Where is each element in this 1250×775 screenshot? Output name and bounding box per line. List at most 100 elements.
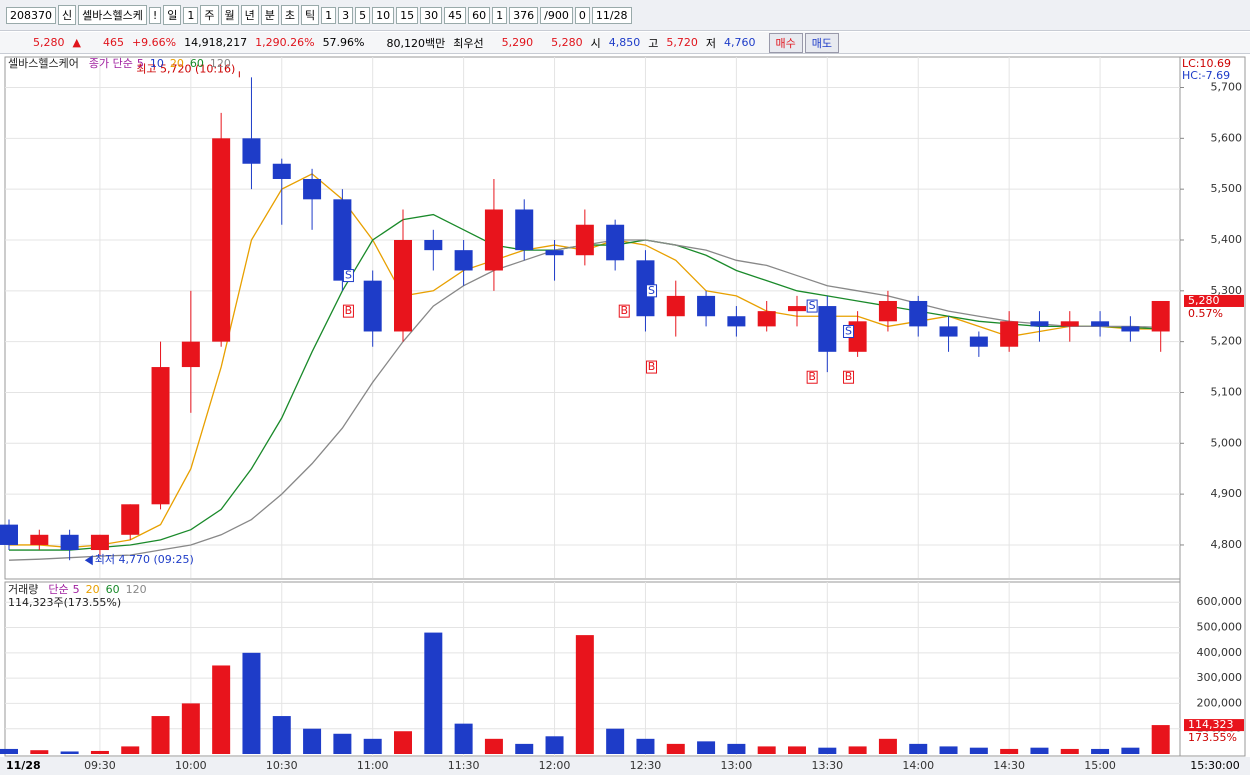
candle-body bbox=[939, 326, 958, 337]
signal-label: B bbox=[845, 370, 853, 383]
candle-body bbox=[788, 306, 806, 312]
signal-box bbox=[646, 360, 658, 374]
y-tick-label: 4,900 bbox=[1211, 487, 1243, 500]
toolbar-item[interactable]: 10 bbox=[372, 6, 395, 24]
legend-period: 120 bbox=[210, 57, 231, 70]
candle-body bbox=[666, 295, 685, 317]
toolbar-item[interactable]: /900 bbox=[540, 6, 573, 24]
toolbar-item[interactable]: 년 bbox=[240, 5, 259, 25]
toolbar-item[interactable]: 1 bbox=[321, 6, 337, 24]
x-tick-label: 12:30 bbox=[630, 759, 662, 772]
legend-period: 20 bbox=[170, 57, 184, 70]
candle-body bbox=[575, 224, 594, 256]
volume-bar bbox=[969, 747, 988, 754]
x-tick-label: 09:30 bbox=[84, 759, 116, 772]
toolbar-item[interactable]: 초 bbox=[280, 5, 300, 25]
last-price: 5,280 bbox=[1188, 294, 1220, 307]
toolbar-item[interactable]: 45 bbox=[444, 6, 467, 24]
toolbar-item[interactable]: 5 bbox=[355, 6, 371, 24]
toolbar-item[interactable]: 신 bbox=[58, 5, 77, 25]
candle-body bbox=[0, 524, 18, 545]
volume-bar bbox=[1030, 747, 1049, 754]
toolbar-item[interactable]: 분 bbox=[260, 5, 279, 25]
toolbar-item[interactable]: 11/28 bbox=[591, 6, 632, 24]
date-label: 11/28 bbox=[6, 759, 41, 772]
y-tick-label: 5,000 bbox=[1211, 436, 1243, 449]
volume-bar bbox=[303, 728, 322, 754]
toolbar-item[interactable]: 30 bbox=[420, 6, 443, 24]
high: 5,720 bbox=[666, 36, 698, 49]
toolbar-item[interactable]: 60 bbox=[468, 6, 491, 24]
toolbar-item[interactable]: 틱 bbox=[301, 5, 320, 25]
toolbar-item[interactable]: 3 bbox=[338, 6, 354, 24]
candle-body bbox=[181, 341, 200, 368]
volume: 14,918,217 bbox=[184, 36, 248, 49]
amount: 80,120백만 bbox=[386, 36, 446, 50]
sell-button[interactable]: 매도 bbox=[804, 32, 839, 53]
y-tick-label: 5,200 bbox=[1211, 335, 1243, 348]
low-label: 저 bbox=[705, 36, 716, 50]
open-label: 시 bbox=[590, 36, 601, 50]
chart-bg bbox=[0, 56, 1250, 775]
toolbar-item[interactable]: 1 bbox=[183, 6, 199, 24]
volume-bar bbox=[212, 665, 231, 754]
volume-pct: 1,290.26% bbox=[255, 36, 315, 49]
lc-label: LC:10.69 bbox=[1182, 57, 1231, 70]
legend-name: 셀바스헬스케어 bbox=[8, 57, 79, 70]
candle-body bbox=[272, 163, 291, 179]
toolbar-item[interactable]: 15 bbox=[396, 6, 419, 24]
volume-bar bbox=[757, 746, 776, 754]
y-tick-label: 4,800 bbox=[1211, 538, 1243, 551]
toolbar-item[interactable]: 셀바스헬스케 bbox=[78, 5, 147, 25]
last-pct: 0.57% bbox=[1188, 307, 1223, 320]
candle-body bbox=[1000, 321, 1019, 347]
legend-period: 10 bbox=[150, 57, 164, 70]
buy-button[interactable]: 매수 bbox=[768, 32, 803, 53]
toolbar-item[interactable]: 208370 bbox=[6, 6, 56, 24]
legend-period: 60 bbox=[190, 57, 204, 70]
candle-body bbox=[30, 534, 49, 545]
toolbar-item[interactable]: 376 bbox=[509, 6, 539, 24]
volume-bar bbox=[242, 652, 261, 754]
toolbar: 208370 신 셀바스헬스케! 일 1 주 월 년 분 초 틱 1 3 5 10 15 30 45 60 1 376/… bbox=[0, 0, 1250, 31]
signal-label: S bbox=[809, 299, 816, 312]
toolbar-item[interactable]: 1 bbox=[492, 6, 508, 24]
time-axis-bg bbox=[0, 757, 1250, 775]
candle-body bbox=[484, 209, 503, 271]
volume-bar bbox=[1091, 748, 1110, 754]
signal-label: B bbox=[620, 304, 628, 317]
volume-bar bbox=[545, 736, 564, 754]
change-pct: +9.66% bbox=[131, 36, 177, 49]
y-tick-label: 5,100 bbox=[1211, 385, 1243, 398]
toolbar-item[interactable]: 0 bbox=[574, 6, 590, 24]
candle-body bbox=[151, 367, 170, 505]
bid: 5,280 bbox=[551, 36, 583, 49]
legend-period: 20 bbox=[86, 583, 100, 596]
volume-bar bbox=[939, 746, 958, 754]
hc-label: HC:-7.69 bbox=[1182, 69, 1230, 82]
toolbar-item[interactable]: 일 bbox=[163, 5, 182, 25]
volume-bar bbox=[788, 746, 806, 754]
candle-body bbox=[909, 300, 928, 327]
volume-bar bbox=[0, 748, 18, 754]
toolbar-item[interactable]: ! bbox=[148, 6, 162, 24]
signal-box bbox=[843, 324, 855, 338]
y-tick-label: 5,700 bbox=[1211, 80, 1243, 93]
x-tick-label: 11:00 bbox=[357, 759, 389, 772]
low-marker bbox=[84, 555, 93, 566]
toolbar-item[interactable]: 주 bbox=[200, 5, 219, 25]
y-tick-label: 5,400 bbox=[1211, 233, 1243, 246]
volume-bar bbox=[333, 733, 352, 754]
x-tick-label: 13:00 bbox=[721, 759, 753, 772]
candle-body bbox=[636, 260, 655, 317]
legend-period: 5 bbox=[137, 57, 144, 70]
volume-bar bbox=[575, 635, 594, 754]
y-tick-label: 300,000 bbox=[1197, 671, 1243, 684]
volume-bar bbox=[60, 751, 79, 754]
volume-bar bbox=[181, 703, 200, 754]
volume-bar bbox=[30, 750, 49, 754]
last-volume: 114,323 bbox=[1188, 718, 1234, 731]
signal-box bbox=[806, 370, 818, 384]
volume-bar bbox=[636, 738, 655, 754]
toolbar-item[interactable]: 월 bbox=[220, 5, 239, 25]
